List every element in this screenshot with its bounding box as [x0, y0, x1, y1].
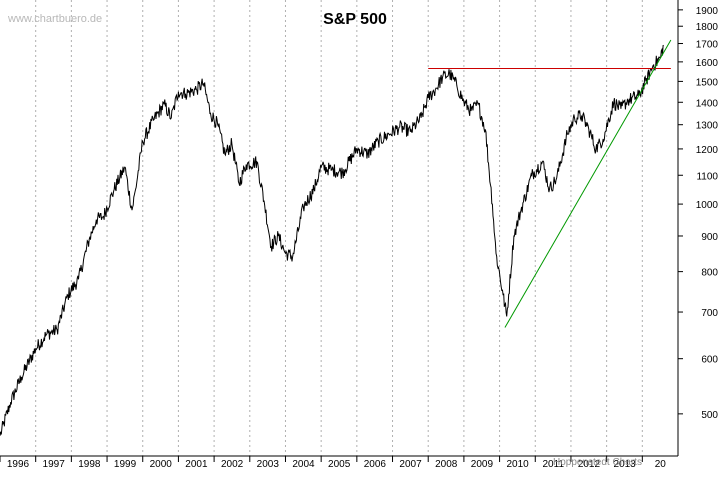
grid-lines — [35, 0, 643, 456]
y-tick-label: 600 — [701, 355, 718, 366]
y-tick-label: 1800 — [696, 22, 719, 33]
x-tick-label: 2002 — [221, 459, 244, 470]
y-tick-label: 800 — [701, 268, 718, 279]
x-tick-label: 1996 — [7, 459, 30, 470]
y-tick-label: 700 — [701, 308, 718, 319]
chart-title: S&P 500 — [323, 11, 387, 28]
y-tick-label: 1700 — [696, 40, 719, 51]
x-tick-label: 2000 — [150, 459, 173, 470]
x-tick-label: 2004 — [292, 459, 315, 470]
x-tick-label: 2008 — [435, 459, 458, 470]
watermark: www.chartbuero.de — [7, 13, 102, 25]
x-tick-label: 2010 — [506, 459, 529, 470]
y-tick-label: 1300 — [696, 121, 719, 132]
y-tick-label: 1600 — [696, 58, 719, 69]
x-tick-label: 2013 — [614, 459, 637, 470]
x-tick-label: 2011 — [543, 459, 565, 470]
y-tick-label: 1200 — [696, 145, 719, 156]
x-tick-label: 2003 — [257, 459, 280, 470]
credit-label: Hoppenstedt Charts — [553, 457, 642, 468]
x-tick-label: 2005 — [328, 459, 351, 470]
x-tick-label: 1999 — [114, 459, 137, 470]
y-tick-label: 1100 — [696, 171, 718, 182]
y-tick-label: 1500 — [696, 77, 719, 88]
y-tick-label: 1000 — [696, 200, 719, 211]
y-axis-ticks: 500 600 700 800 900 1000 1100 1200 1300 1400 1500 1… — [678, 6, 718, 421]
x-tick-label: 2006 — [364, 459, 387, 470]
x-tick-label: 1997 — [43, 459, 66, 470]
x-tick-label: 2007 — [399, 459, 422, 470]
x-tick-label: 20 — [655, 459, 667, 470]
x-tick-label: 2012 — [578, 459, 601, 470]
x-tick-label: 1998 — [78, 459, 101, 470]
support-trend-line — [504, 39, 672, 328]
y-tick-label: 900 — [701, 232, 718, 243]
y-tick-label: 500 — [701, 410, 718, 421]
x-axis-ticks: 1996 1997 1998 1999 2000 2001 2002 2003 2004 2005… — [0, 456, 666, 470]
x-tick-label: 2001 — [185, 459, 208, 470]
price-series-line — [0, 44, 664, 436]
y-tick-label: 1900 — [696, 6, 719, 17]
y-tick-label: 1400 — [696, 98, 719, 109]
x-tick-label: 2009 — [471, 459, 494, 470]
